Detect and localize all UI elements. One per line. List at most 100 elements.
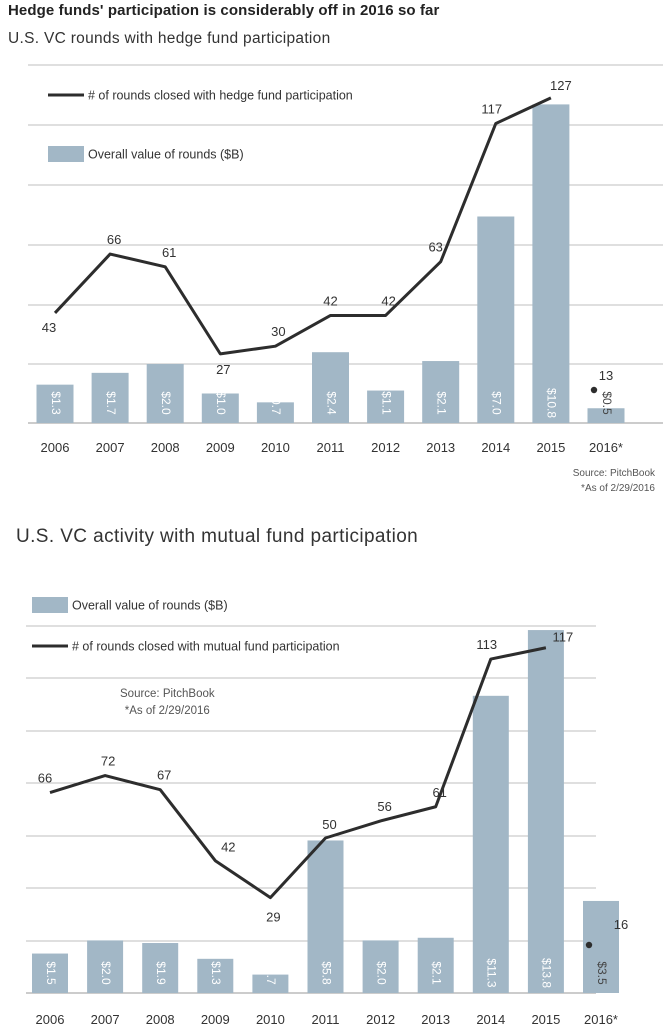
bar — [307, 840, 344, 993]
chart2-note-text: *As of 2/29/2016 — [124, 705, 210, 717]
bar — [417, 937, 454, 993]
bar-value-label: $0.5 — [600, 391, 614, 415]
bar — [587, 408, 625, 423]
bar-value-label: $0.7 — [269, 391, 283, 415]
page-heading: Hedge funds' participation is considerab… — [8, 2, 440, 19]
bar — [367, 390, 405, 423]
legend-label: Overall value of rounds ($B) — [88, 148, 244, 162]
bar-value-label: $2.4 — [324, 391, 338, 415]
chart1-source: Source: PitchBook *As of 2/29/2016 — [573, 466, 655, 496]
bar-value-label: $2.1 — [430, 961, 444, 985]
bar-value-label: $1.5 — [44, 961, 58, 985]
chart1-source-text: Source: PitchBook — [572, 468, 655, 479]
line-value-label: 43 — [42, 320, 56, 335]
line-value-label: 13 — [599, 368, 613, 383]
bar — [197, 958, 234, 993]
bar — [36, 384, 74, 423]
line-value-label: 63 — [428, 240, 442, 255]
x-tick-label: 2009 — [206, 440, 235, 455]
bar — [252, 974, 289, 993]
x-tick-label: 2011 — [317, 440, 345, 455]
legend-bar-swatch — [32, 597, 68, 613]
legend-label: # of rounds closed with mutual fund part… — [72, 640, 340, 654]
x-tick-label: 2012 — [366, 1012, 395, 1027]
hedge-fund-chart: $1.3 $1.7 $2.0 $1.0 $0.7 $2.4 $1.1 $2.1 $7.0 $10.… — [28, 64, 663, 455]
line-value-label: 127 — [550, 78, 572, 93]
bar — [472, 695, 509, 993]
bar-value-label: $13.8 — [540, 958, 554, 988]
line-value-label: 67 — [157, 768, 171, 783]
legend-bar-swatch — [48, 146, 84, 162]
line-value-label: 29 — [266, 910, 280, 925]
x-tick-label: 2016* — [589, 440, 623, 455]
bar — [527, 630, 564, 993]
bar-value-label: $1.7 — [104, 391, 118, 415]
bar — [87, 940, 124, 993]
bar-value-label: $5.8 — [319, 961, 333, 985]
x-tick-label: 2010 — [261, 440, 290, 455]
line-point — [585, 941, 593, 949]
line-value-label: 30 — [271, 324, 285, 339]
bar — [142, 943, 179, 993]
chart2-title: U.S. VC activity with mutual fund partic… — [16, 526, 419, 547]
series-line — [53, 96, 552, 356]
bar-value-label: $1.1 — [379, 391, 393, 415]
chart2-source-text: Source: PitchBook — [120, 688, 215, 700]
bar — [146, 364, 184, 423]
line-value-label: 42 — [323, 293, 337, 308]
chart1-note-text: *As of 2/29/2016 — [581, 483, 655, 494]
bar-value-label: $0.7 — [264, 961, 278, 985]
line-value-label: 42 — [381, 293, 395, 308]
x-tick-label: 2006 — [41, 440, 70, 455]
line-value-label: 113 — [476, 637, 497, 652]
x-tick-label: 2014 — [481, 440, 510, 455]
legend-label: Overall value of rounds ($B) — [72, 599, 228, 613]
x-tick-label: 2007 — [91, 1012, 120, 1027]
bar-value-label: $2.0 — [99, 961, 113, 985]
x-tick-label: 2006 — [36, 1012, 65, 1027]
x-tick-label: 2008 — [146, 1012, 175, 1027]
line-value-label: 56 — [377, 799, 391, 814]
bar — [32, 953, 68, 993]
line-value-label: 50 — [322, 817, 336, 832]
bar-value-label: $2.0 — [159, 391, 173, 415]
line-value-label: 72 — [101, 754, 115, 769]
x-tick-label: 2009 — [201, 1012, 230, 1027]
bar-value-label: $2.0 — [374, 961, 388, 985]
line-value-label: 66 — [107, 232, 121, 247]
bar-value-label: $1.0 — [214, 391, 228, 415]
bar — [91, 372, 129, 423]
bar-value-label: $11.3 — [485, 958, 499, 987]
legend-label: # of rounds closed with hedge fund parti… — [88, 89, 353, 103]
chart1-title: U.S. VC rounds with hedge fund participa… — [8, 30, 331, 47]
bar — [312, 352, 349, 423]
bar-value-label: $1.3 — [49, 391, 63, 415]
x-tick-label: 2008 — [151, 440, 180, 455]
bar — [532, 104, 570, 424]
line-value-label: 117 — [553, 630, 574, 645]
line-point — [590, 386, 598, 394]
bar-value-label: $10.8 — [545, 388, 559, 418]
line-value-label: 42 — [221, 840, 235, 855]
line-value-label: 117 — [481, 101, 502, 116]
bar-value-label: $2.1 — [435, 391, 449, 415]
bar — [422, 361, 460, 423]
x-tick-label: 2007 — [96, 440, 125, 455]
line-value-label: 16 — [614, 917, 628, 932]
x-tick-label: 2012 — [371, 440, 400, 455]
line-value-label: 27 — [216, 362, 230, 377]
x-tick-label: 2013 — [426, 440, 455, 455]
x-tick-label: 2013 — [421, 1012, 450, 1027]
x-tick-label: 2014 — [476, 1012, 505, 1027]
bar-value-label: $7.0 — [490, 391, 504, 415]
bar — [477, 216, 515, 423]
chart2-source: Source: PitchBook *As of 2/29/2016 — [120, 686, 215, 720]
x-tick-label: 2010 — [256, 1012, 285, 1027]
bar-value-label: $1.9 — [154, 961, 168, 985]
series-line — [49, 646, 547, 900]
line-value-label: 66 — [38, 771, 52, 786]
bar — [201, 393, 239, 423]
x-tick-label: 2016* — [584, 1012, 618, 1027]
x-tick-label: 2011 — [312, 1012, 340, 1027]
